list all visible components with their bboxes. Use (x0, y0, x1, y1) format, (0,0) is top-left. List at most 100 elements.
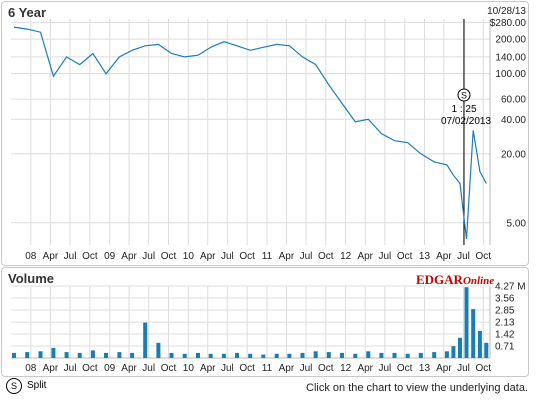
price-x-tick-label: Oct (161, 251, 177, 262)
price-x-tick-label: Apr (436, 251, 452, 262)
volume-bar (379, 352, 384, 358)
split-legend-icon: S (6, 378, 22, 394)
price-x-tick-label: Apr (279, 251, 295, 262)
volume-chart-panel[interactable]: Volume EDGAROnline 4.27 M 3.56 2.85 2.13 1.4… (1, 267, 529, 377)
price-x-tick-label: 12 (340, 251, 352, 262)
price-series-line (13, 26, 487, 240)
volume-bar (51, 347, 56, 358)
volume-x-tick-label: Jul (142, 363, 155, 374)
volume-bar (405, 353, 410, 358)
price-x-axis: 08 Apr Jul Oct 09 Apr Jul Oct 10 Apr Jul Oct 11 Apr Ju… (25, 251, 491, 262)
split-legend-label: Split (27, 380, 47, 391)
price-y-axis: 5.00 20.00 40.00 60.00 100.00 140.00 200.00 $28… (490, 18, 527, 229)
volume-bar (444, 351, 449, 358)
volume-x-tick-label: Oct (82, 363, 98, 374)
price-y-tick-label: 40.00 (501, 115, 526, 126)
volume-x-tick-label: Apr (43, 363, 59, 374)
volume-x-tick-label: 12 (340, 363, 352, 374)
volume-bar (208, 353, 213, 358)
volume-x-tick-label: Apr (200, 363, 216, 374)
volume-bar (261, 354, 266, 358)
volume-y-tick-label: 2.85 (495, 305, 515, 316)
volume-bar (458, 337, 462, 358)
volume-x-tick-label: Jul (221, 363, 234, 374)
volume-x-tick-label: Jul (64, 363, 77, 374)
price-y-tick-label: 200.00 (495, 35, 526, 46)
volume-x-tick-label: 09 (104, 363, 116, 374)
volume-x-tick-label: Oct (239, 363, 255, 374)
volume-x-tick-label: 08 (25, 363, 37, 374)
volume-x-tick-label: 10 (183, 363, 195, 374)
volume-bar (90, 350, 95, 358)
volume-bar (38, 351, 43, 358)
price-x-tick-label: 09 (104, 251, 116, 262)
volume-bar (432, 352, 437, 358)
volume-bar (340, 352, 344, 358)
volume-bar (274, 353, 279, 358)
volume-bar (182, 353, 187, 358)
price-x-tick-label: Jul (300, 251, 313, 262)
volume-x-tick-label: Jul (457, 363, 470, 374)
volume-bar (471, 309, 476, 358)
volume-bar (477, 331, 482, 358)
footer-note[interactable]: Click on the chart to view the underlyin… (306, 382, 528, 394)
volume-bar (235, 352, 239, 358)
price-y-tick-label: 20.00 (501, 149, 526, 160)
volume-y-tick-label: 3.56 (495, 293, 515, 304)
volume-bar (287, 353, 292, 358)
volume-chart-svg[interactable]: 4.27 M3.562.85 2.131.420.71 08 Apr Jul Oct 09… (2, 268, 528, 376)
price-x-tick-label: Apr (43, 251, 59, 262)
price-chart-date: 10/28/13 (487, 6, 526, 17)
price-x-tick-label: Apr (121, 251, 137, 262)
volume-x-tick-label: Apr (436, 363, 452, 374)
price-x-tick-label: Oct (82, 251, 98, 262)
price-x-tick-label: Apr (200, 251, 216, 262)
volume-bar (300, 352, 305, 358)
price-x-tick-label: Apr (357, 251, 373, 262)
price-grid (11, 19, 491, 245)
volume-bar (326, 352, 331, 358)
volume-y-tick-label: 2.13 (495, 318, 515, 329)
price-x-tick-label: Jul (378, 251, 391, 262)
volume-chart-title: Volume (8, 271, 54, 286)
volume-bar (156, 342, 161, 358)
volume-bar (451, 346, 456, 358)
volume-bar (484, 342, 489, 358)
volume-bar (77, 352, 82, 358)
price-x-tick-label: Oct (397, 251, 413, 262)
volume-bar (464, 287, 469, 358)
price-x-tick-label: Oct (318, 251, 334, 262)
price-x-tick-label: Jul (221, 251, 234, 262)
volume-bar (196, 352, 200, 358)
volume-bar (313, 351, 318, 358)
volume-bar (25, 352, 30, 358)
volume-x-axis: 08 Apr Jul Oct 09 Apr Jul Oct 10 Apr Jul Oct 11 Apr Ju… (25, 363, 491, 374)
price-y-tick-label: 100.00 (495, 69, 526, 80)
volume-bar (353, 353, 358, 358)
volume-y-tick-label: 0.71 (495, 342, 515, 353)
price-chart-panel[interactable]: 6 Year 10/28/13 5.00 20.00 40.00 60.00 100.0… (1, 1, 529, 266)
volume-x-tick-label: Apr (121, 363, 137, 374)
volume-y-axis: 4.27 M3.562.85 2.131.420.71 (495, 282, 526, 353)
volume-bar (169, 352, 174, 358)
volume-bar (130, 352, 135, 358)
volume-bar (418, 352, 423, 358)
price-x-tick-label: Oct (239, 251, 255, 262)
split-marker-date: 07/02/2013 (441, 116, 491, 127)
price-x-tick-label: Jul (64, 251, 77, 262)
volume-y-tick-label: 4.27 M (495, 282, 526, 293)
volume-x-tick-label: 11 (262, 363, 273, 374)
volume-bar (392, 352, 397, 358)
volume-bar (366, 351, 371, 358)
volume-x-tick-label: Jul (300, 363, 313, 374)
split-marker-symbol: S (461, 91, 467, 101)
volume-x-tick-label: Apr (357, 363, 373, 374)
volume-bar (221, 353, 226, 358)
volume-bar (104, 352, 108, 358)
volume-bars (12, 287, 489, 358)
volume-x-tick-label: Oct (476, 363, 492, 374)
price-x-tick-label: 10 (183, 251, 195, 262)
price-chart-svg[interactable]: 5.00 20.00 40.00 60.00 100.00 140.00 200.00 $28… (2, 2, 528, 265)
volume-x-tick-label: Apr (279, 363, 295, 374)
volume-bar (143, 322, 148, 358)
